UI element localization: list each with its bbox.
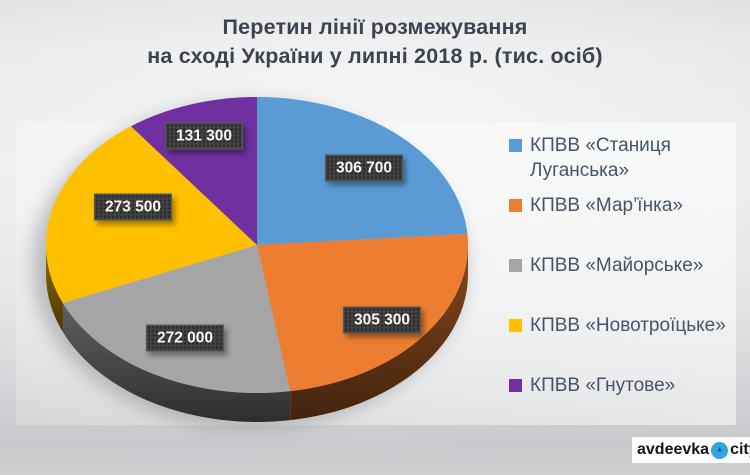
legend-swatch-icon <box>509 139 522 152</box>
legend-label: КПВВ «Майорське» <box>530 255 704 276</box>
chart-title-line2: на сході України у липні 2018 р. (тис. о… <box>147 44 603 68</box>
legend-swatch-icon <box>509 199 522 212</box>
pie-data-label-4: 131 300 <box>164 122 244 150</box>
pie-slice-side-3 <box>46 245 63 332</box>
pie-slice-2 <box>62 245 291 394</box>
legend-item-1: КПВВ «Мар’їнка» <box>509 193 745 218</box>
watermark-suffix: city <box>730 441 750 458</box>
pie-slice-side-1 <box>290 245 468 421</box>
chart-title: Перетин лінії розмежування на сході Укра… <box>0 13 750 71</box>
legend-swatch-icon <box>509 319 522 332</box>
pie-data-label-2: 272 000 <box>145 324 225 352</box>
pie-data-label-1: 305 300 <box>342 306 422 334</box>
pie-data-label-0: 306 700 <box>324 154 404 182</box>
legend-item-0: КПВВ «Станиця Луганська» <box>509 133 745 183</box>
legend-item-2: КПВВ «Майорське» <box>509 253 745 278</box>
legend-item-4: КПВВ «Гнутове» <box>509 373 745 398</box>
legend-label: КПВВ «Новотроїцьке» <box>530 315 726 336</box>
legend-swatch-icon <box>509 379 522 392</box>
watermark-name: avdeevka <box>637 441 710 458</box>
avdeevka-logo-icon: ▲ <box>711 441 729 459</box>
legend-label: КПВВ «Станиця Луганська» <box>530 135 671 181</box>
chart-title-line1: Перетин лінії розмежування <box>222 15 528 39</box>
pie-slice-side-2 <box>62 303 291 423</box>
legend-swatch-icon <box>509 259 522 272</box>
legend-item-3: КПВВ «Новотроїцьке» <box>509 313 745 338</box>
pie-data-label-3: 273 500 <box>93 193 173 221</box>
legend-label: КПВВ «Мар’їнка» <box>530 195 683 216</box>
watermark: avdeevka ▲ city <box>632 437 750 463</box>
triangle-icon: ▲ <box>715 444 724 454</box>
legend-label: КПВВ «Гнутове» <box>530 375 676 396</box>
